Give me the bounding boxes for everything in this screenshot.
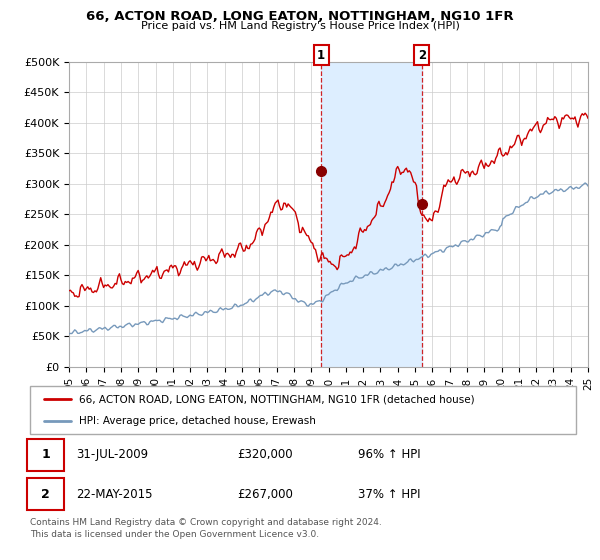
Text: 37% ↑ HPI: 37% ↑ HPI — [358, 488, 420, 501]
Text: 1: 1 — [41, 449, 50, 461]
Text: Contains HM Land Registry data © Crown copyright and database right 2024.
This d: Contains HM Land Registry data © Crown c… — [30, 518, 382, 539]
Text: 66, ACTON ROAD, LONG EATON, NOTTINGHAM, NG10 1FR (detached house): 66, ACTON ROAD, LONG EATON, NOTTINGHAM, … — [79, 394, 475, 404]
FancyBboxPatch shape — [30, 386, 576, 434]
Text: Price paid vs. HM Land Registry's House Price Index (HPI): Price paid vs. HM Land Registry's House … — [140, 21, 460, 31]
Bar — [321, 62, 422, 367]
Text: £267,000: £267,000 — [238, 488, 293, 501]
Text: 31-JUL-2009: 31-JUL-2009 — [76, 449, 149, 461]
Text: £320,000: £320,000 — [238, 449, 293, 461]
Text: 66, ACTON ROAD, LONG EATON, NOTTINGHAM, NG10 1FR: 66, ACTON ROAD, LONG EATON, NOTTINGHAM, … — [86, 10, 514, 23]
Text: 96% ↑ HPI: 96% ↑ HPI — [358, 449, 420, 461]
Text: 2: 2 — [41, 488, 50, 501]
FancyBboxPatch shape — [27, 478, 64, 510]
Text: 1: 1 — [317, 49, 325, 62]
FancyBboxPatch shape — [27, 439, 64, 471]
Text: HPI: Average price, detached house, Erewash: HPI: Average price, detached house, Erew… — [79, 416, 316, 426]
Text: 2: 2 — [418, 49, 426, 62]
Text: 22-MAY-2015: 22-MAY-2015 — [76, 488, 153, 501]
